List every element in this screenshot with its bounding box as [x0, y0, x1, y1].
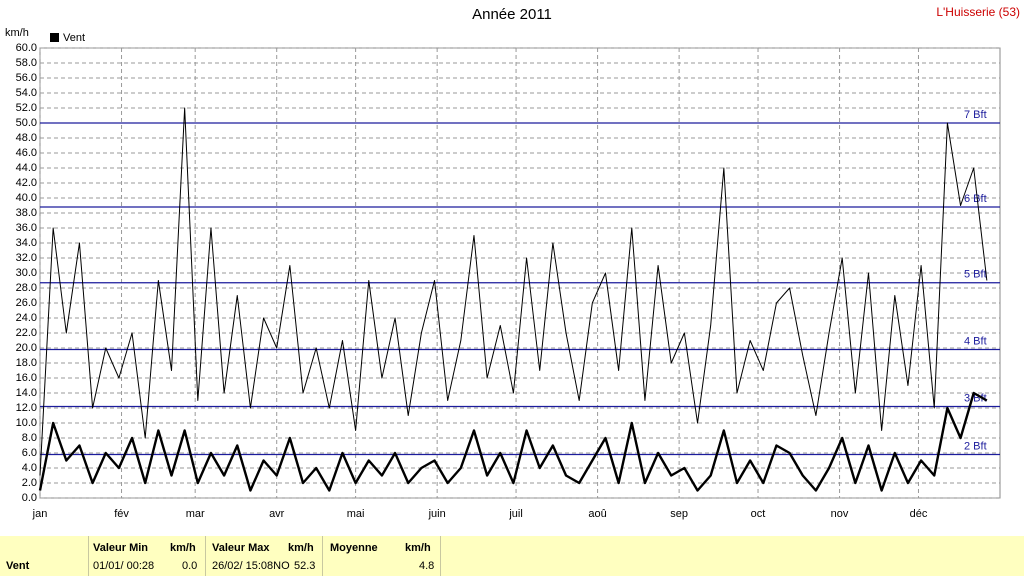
y-tick-label: 28.0 [16, 282, 37, 294]
separator [440, 536, 441, 576]
chart-title: Année 2011 [472, 6, 552, 23]
y-tick-label: 36.0 [16, 222, 37, 234]
col-unit: km/h [288, 542, 314, 554]
cell-date: 26/02/ 15:08NO [212, 560, 290, 572]
reference-label: 5 Bft [964, 269, 987, 281]
x-tick-label: sep [670, 508, 688, 520]
reference-label: 2 Bft [964, 440, 987, 452]
series-line [38, 391, 988, 492]
y-tick-label: 14.0 [16, 387, 37, 399]
y-tick-label: 18.0 [16, 357, 37, 369]
x-tick-label: mar [186, 508, 205, 520]
separator [322, 536, 323, 576]
y-tick-label: 40.0 [16, 192, 37, 204]
cell-value: 4.8 [419, 560, 435, 572]
y-tick-label: 2.0 [22, 477, 37, 489]
y-tick-label: 56.0 [16, 72, 37, 84]
y-tick-label: 46.0 [16, 147, 37, 159]
x-tick-label: mai [347, 508, 365, 520]
y-tick-label: 54.0 [16, 87, 37, 99]
x-tick-label: juin [428, 508, 446, 520]
x-tick-label: nov [831, 508, 849, 520]
separator [205, 536, 206, 576]
y-tick-label: 16.0 [16, 372, 37, 384]
y-tick-label: 24.0 [16, 312, 37, 324]
y-tick-label: 10.0 [16, 417, 37, 429]
y-tick-label: 38.0 [16, 207, 37, 219]
legend-swatch [50, 33, 59, 42]
x-tick-label: avr [269, 508, 285, 520]
x-tick-label: oct [751, 508, 766, 520]
cell-value: 0.0 [182, 560, 198, 572]
y-tick-label: 60.0 [16, 42, 37, 54]
y-tick-label: 22.0 [16, 327, 37, 339]
separator [88, 536, 89, 576]
y-tick-label: 42.0 [16, 177, 37, 189]
y-tick-label: 30.0 [16, 267, 37, 279]
series-line [39, 107, 988, 476]
x-tick-label: jan [32, 508, 48, 520]
y-tick-label: 52.0 [16, 102, 37, 114]
y-tick-label: 12.0 [16, 402, 37, 414]
cell-value: 52.3 [294, 560, 316, 572]
cell-date: 01/01/ 00:28 [93, 560, 155, 572]
summary-table: Vent Valeur Min km/h 01/01/ 00:28 0.0 Va… [0, 536, 1024, 576]
legend-label: Vent [63, 32, 85, 44]
col-header: Moyenne [330, 542, 378, 554]
y-tick-label: 26.0 [16, 297, 37, 309]
x-tick-label: juil [508, 508, 522, 520]
col-header: Valeur Max [212, 542, 270, 554]
col-header: Valeur Min [93, 542, 149, 554]
y-tick-label: 48.0 [16, 132, 37, 144]
y-tick-label: 6.0 [22, 447, 37, 459]
y-tick-label: 0.0 [22, 492, 37, 504]
col-unit: km/h [405, 542, 431, 554]
y-tick-label: 34.0 [16, 237, 37, 249]
y-tick-label: 50.0 [16, 117, 37, 129]
y-tick-label: 20.0 [16, 342, 37, 354]
x-tick-label: aoû [588, 508, 606, 520]
x-tick-label: fév [114, 508, 129, 520]
y-tick-label: 58.0 [16, 57, 37, 69]
reference-label: 4 Bft [964, 335, 987, 347]
y-tick-label: 8.0 [22, 432, 37, 444]
location: L'Huisserie (53) [936, 5, 1020, 19]
y-tick-label: 44.0 [16, 162, 37, 174]
reference-label: 7 Bft [964, 109, 987, 121]
y-tick-label: 32.0 [16, 252, 37, 264]
x-tick-label: déc [910, 508, 928, 520]
y-axis-label: km/h [5, 27, 29, 39]
row-header: Vent [6, 560, 30, 572]
y-tick-label: 4.0 [22, 462, 37, 474]
chart: Année 2011 L'Huisserie (53) km/h 0.0 2.0 4… [5, 5, 1020, 520]
col-unit: km/h [170, 542, 196, 554]
reference-label: 6 Bft [964, 193, 987, 205]
reference-label: 3 Bft [964, 392, 987, 404]
